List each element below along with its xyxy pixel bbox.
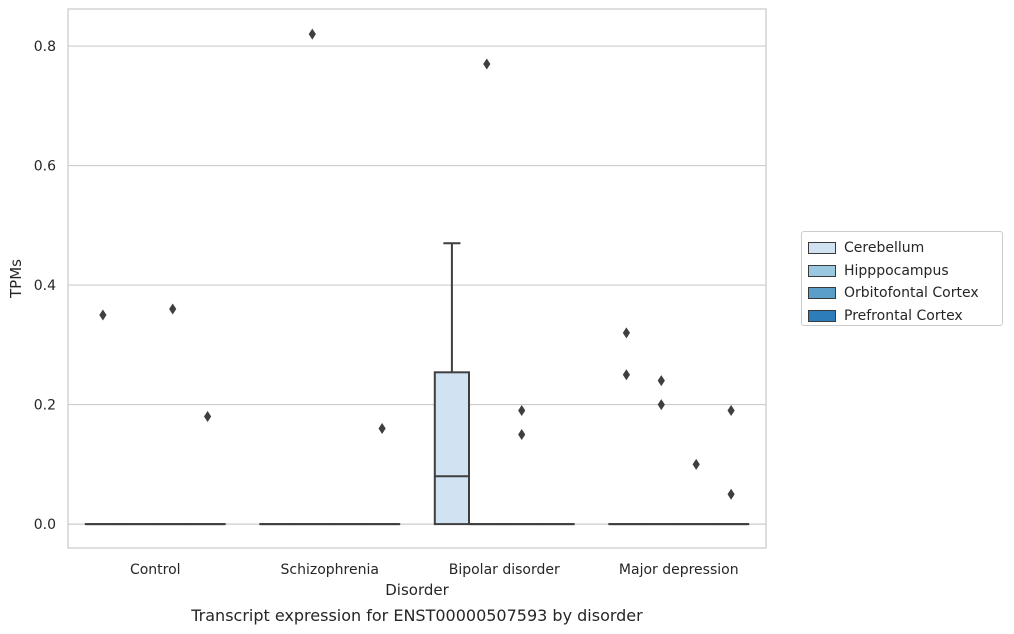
y-tick-label: 0.0	[34, 517, 56, 533]
legend: Cerebellum Hipppocampus Orbitofontal Cor…	[801, 231, 1003, 326]
box-0-2	[433, 242, 471, 526]
y-tick-label: 0.2	[34, 398, 56, 414]
outlier-point	[727, 488, 735, 500]
outlier-point	[308, 28, 316, 40]
legend-item-prefrontal-cortex: Prefrontal Cortex	[808, 305, 1002, 328]
box-body	[433, 371, 471, 526]
outlier-point	[204, 411, 212, 423]
figure-caption: Transcript expression for ENST0000050759…	[191, 606, 643, 625]
outlier-point	[727, 405, 735, 417]
legend-label-prefrontal-cortex: Prefrontal Cortex	[844, 307, 963, 324]
outlier-point	[657, 375, 665, 387]
outlier-point	[518, 405, 526, 417]
x-axis-label: Disorder	[385, 581, 449, 599]
outlier-point	[169, 303, 177, 315]
legend-label-hippocampus: Hipppocampus	[844, 262, 949, 279]
legend-item-cerebellum: Cerebellum	[808, 237, 1002, 260]
outlier-point	[99, 309, 107, 321]
legend-swatch-orbitofrontal-cortex	[808, 287, 836, 300]
legend-label-cerebellum: Cerebellum	[844, 240, 925, 257]
legend-swatch-prefrontal-cortex	[808, 309, 836, 322]
y-axis-label: TPMs	[7, 259, 25, 299]
outlier-point	[483, 58, 491, 70]
legend-swatch-cerebellum	[808, 242, 836, 255]
outlier-point	[622, 327, 630, 339]
legend-item-hippocampus: Hipppocampus	[808, 260, 1002, 283]
outlier-point	[657, 399, 665, 411]
y-tick-label: 0.8	[34, 39, 56, 55]
y-tick-label: 0.4	[34, 278, 56, 294]
outlier-point	[518, 428, 526, 440]
outlier-point	[622, 369, 630, 381]
outlier-point	[378, 422, 386, 434]
x-tick-label: Major depression	[619, 562, 739, 578]
legend-label-orbitofrontal-cortex: Orbitofontal Cortex	[844, 285, 979, 302]
x-tick-label: Bipolar disorder	[449, 562, 560, 578]
y-tick-label: 0.6	[34, 159, 56, 175]
legend-item-orbitofrontal-cortex: Orbitofontal Cortex	[808, 282, 1002, 305]
x-tick-label: Control	[130, 562, 181, 578]
plot-frame	[67, 8, 767, 549]
x-tick-label: Schizophrenia	[281, 562, 379, 578]
legend-swatch-hippocampus	[808, 264, 836, 277]
outlier-point	[692, 458, 700, 470]
